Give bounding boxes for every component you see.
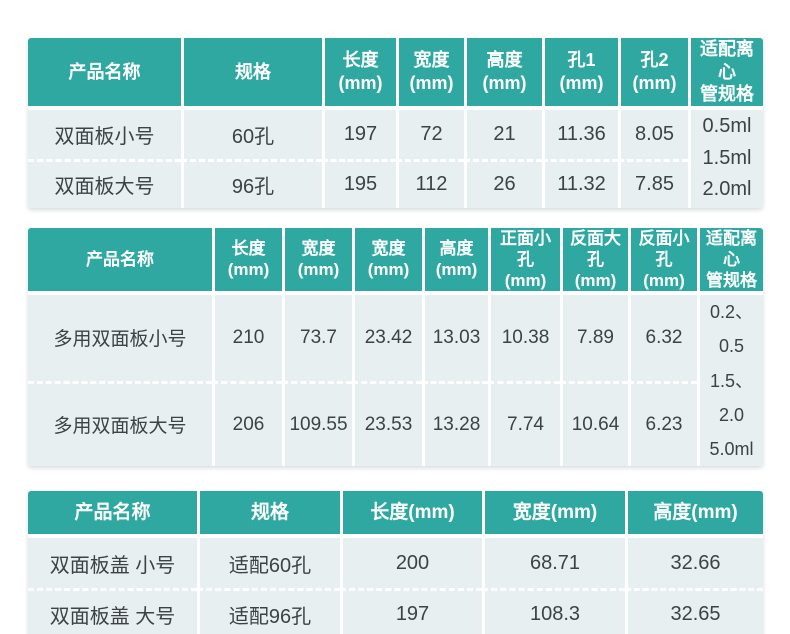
cell: 11.36 [542, 109, 618, 159]
cell: 195 [322, 158, 396, 208]
cell: 13.03 [422, 295, 488, 381]
column-header-product-name: 产品名称 [28, 38, 181, 110]
cell: 206 [212, 380, 282, 467]
cell: 32.66 [625, 538, 763, 589]
cell: 32.65 [625, 588, 763, 634]
table-row: 双面板盖 小号 适配60孔 200 68.71 32.66 [28, 538, 763, 589]
column-header-product-name: 产品名称 [28, 227, 212, 296]
spec-table-3-shell: 产品名称 规格 长度(mm) 宽度(mm) 高度(mm) 双面板盖 小号 适配6… [28, 491, 763, 634]
cell: 60孔 [181, 109, 322, 159]
table-row: 双面板盖 大号 适配96孔 197 108.3 32.65 [28, 588, 763, 634]
cell: 23.42 [352, 295, 422, 381]
spec-table-3: 产品名称 规格 长度(mm) 宽度(mm) 高度(mm) 双面板盖 小号 适配6… [28, 491, 763, 634]
cell: 197 [322, 109, 396, 159]
cell: 适配96孔 [197, 588, 340, 634]
product-name-cell: 双面板盖 小号 [28, 538, 197, 589]
table-row: 双面板大号 96孔 195 112 26 11.32 7.85 [28, 158, 763, 208]
header-row: 产品名称 规格 长度(mm) 宽度(mm) 高度(mm) [28, 491, 763, 539]
column-header-hole2: 孔2 (mm) [618, 38, 688, 110]
spec-table-2: 产品名称 长度 (mm) 宽度 (mm) 宽度 (mm) 高度 (mm) 正面小… [28, 227, 763, 467]
cell: 7.74 [488, 380, 560, 467]
column-header-spec: 规格 [181, 38, 322, 110]
column-header-back-large-hole: 反面大孔 (mm) [560, 227, 628, 296]
cell: 109.55 [282, 380, 352, 467]
cell: 200 [340, 538, 482, 589]
table-row: 双面板小号 60孔 197 72 21 11.36 8.05 0.5ml 1.5… [28, 109, 763, 208]
column-header-width: 宽度 (mm) [282, 227, 352, 296]
cell: 210 [212, 295, 282, 381]
column-header-tube-spec: 适配离心 管规格 [688, 38, 763, 110]
column-header-front-small-hole: 正面小孔 (mm) [488, 227, 560, 296]
spec-table-1: 产品名称 规格 长度 (mm) 宽度 (mm) 高度 (mm) 孔1 (mm) … [28, 38, 763, 208]
product-name-cell: 双面板小号 [28, 109, 181, 159]
column-header-height: 高度(mm) [625, 491, 763, 539]
table-row: 多用双面板小号 210 73.7 23.42 13.03 10.38 7.89 … [28, 295, 763, 467]
column-header-length: 长度 (mm) [212, 227, 282, 296]
cell: 68.71 [482, 538, 625, 589]
column-header-height: 高度 (mm) [464, 38, 542, 110]
cell: 8.05 [618, 109, 688, 159]
merged-tube-spec-cell: 0.5ml 1.5ml 2.0ml [688, 109, 763, 208]
column-header-length: 长度 (mm) [322, 38, 396, 110]
cell: 72 [396, 109, 464, 159]
product-name-cell: 多用双面板大号 [28, 380, 212, 467]
column-header-width2: 宽度 (mm) [352, 227, 422, 296]
product-name-cell: 双面板大号 [28, 158, 181, 208]
column-header-tube-spec: 适配离心 管规格 [697, 227, 763, 296]
column-header-width: 宽度(mm) [482, 491, 625, 539]
spec-table-1-shell: 产品名称 规格 长度 (mm) 宽度 (mm) 高度 (mm) 孔1 (mm) … [28, 38, 763, 208]
cell: 10.38 [488, 295, 560, 381]
cell: 11.32 [542, 158, 618, 208]
column-header-hole1: 孔1 (mm) [542, 38, 618, 110]
spec-table-2-shell: 产品名称 长度 (mm) 宽度 (mm) 宽度 (mm) 高度 (mm) 正面小… [28, 227, 763, 467]
column-header-spec: 规格 [197, 491, 340, 539]
cell: 7.89 [560, 295, 628, 381]
cell: 21 [464, 109, 542, 159]
cell: 6.23 [628, 380, 697, 467]
cell: 73.7 [282, 295, 352, 381]
cell: 7.85 [618, 158, 688, 208]
cell: 112 [396, 158, 464, 208]
cell: 26 [464, 158, 542, 208]
column-header-width: 宽度 (mm) [396, 38, 464, 110]
cell: 108.3 [482, 588, 625, 634]
table-row: 多用双面板大号 206 109.55 23.53 13.28 7.74 10.6… [28, 380, 763, 467]
product-name-cell: 多用双面板小号 [28, 295, 212, 381]
product-name-cell: 双面板盖 大号 [28, 588, 197, 634]
cell: 13.28 [422, 380, 488, 467]
cell: 96孔 [181, 158, 322, 208]
column-header-height: 高度 (mm) [422, 227, 488, 296]
cell: 适配60孔 [197, 538, 340, 589]
column-header-product-name: 产品名称 [28, 491, 197, 539]
column-header-back-small-hole: 反面小孔 (mm) [628, 227, 697, 296]
cell: 10.64 [560, 380, 628, 467]
header-row: 产品名称 长度 (mm) 宽度 (mm) 宽度 (mm) 高度 (mm) 正面小… [28, 227, 763, 296]
cell: 197 [340, 588, 482, 634]
header-row: 产品名称 规格 长度 (mm) 宽度 (mm) 高度 (mm) 孔1 (mm) … [28, 38, 763, 110]
column-header-length: 长度(mm) [340, 491, 482, 539]
merged-tube-spec-cell: 0.2、 0.5 1.5、 2.0 5.0ml [697, 295, 763, 467]
cell: 23.53 [352, 380, 422, 467]
cell: 6.32 [628, 295, 697, 381]
